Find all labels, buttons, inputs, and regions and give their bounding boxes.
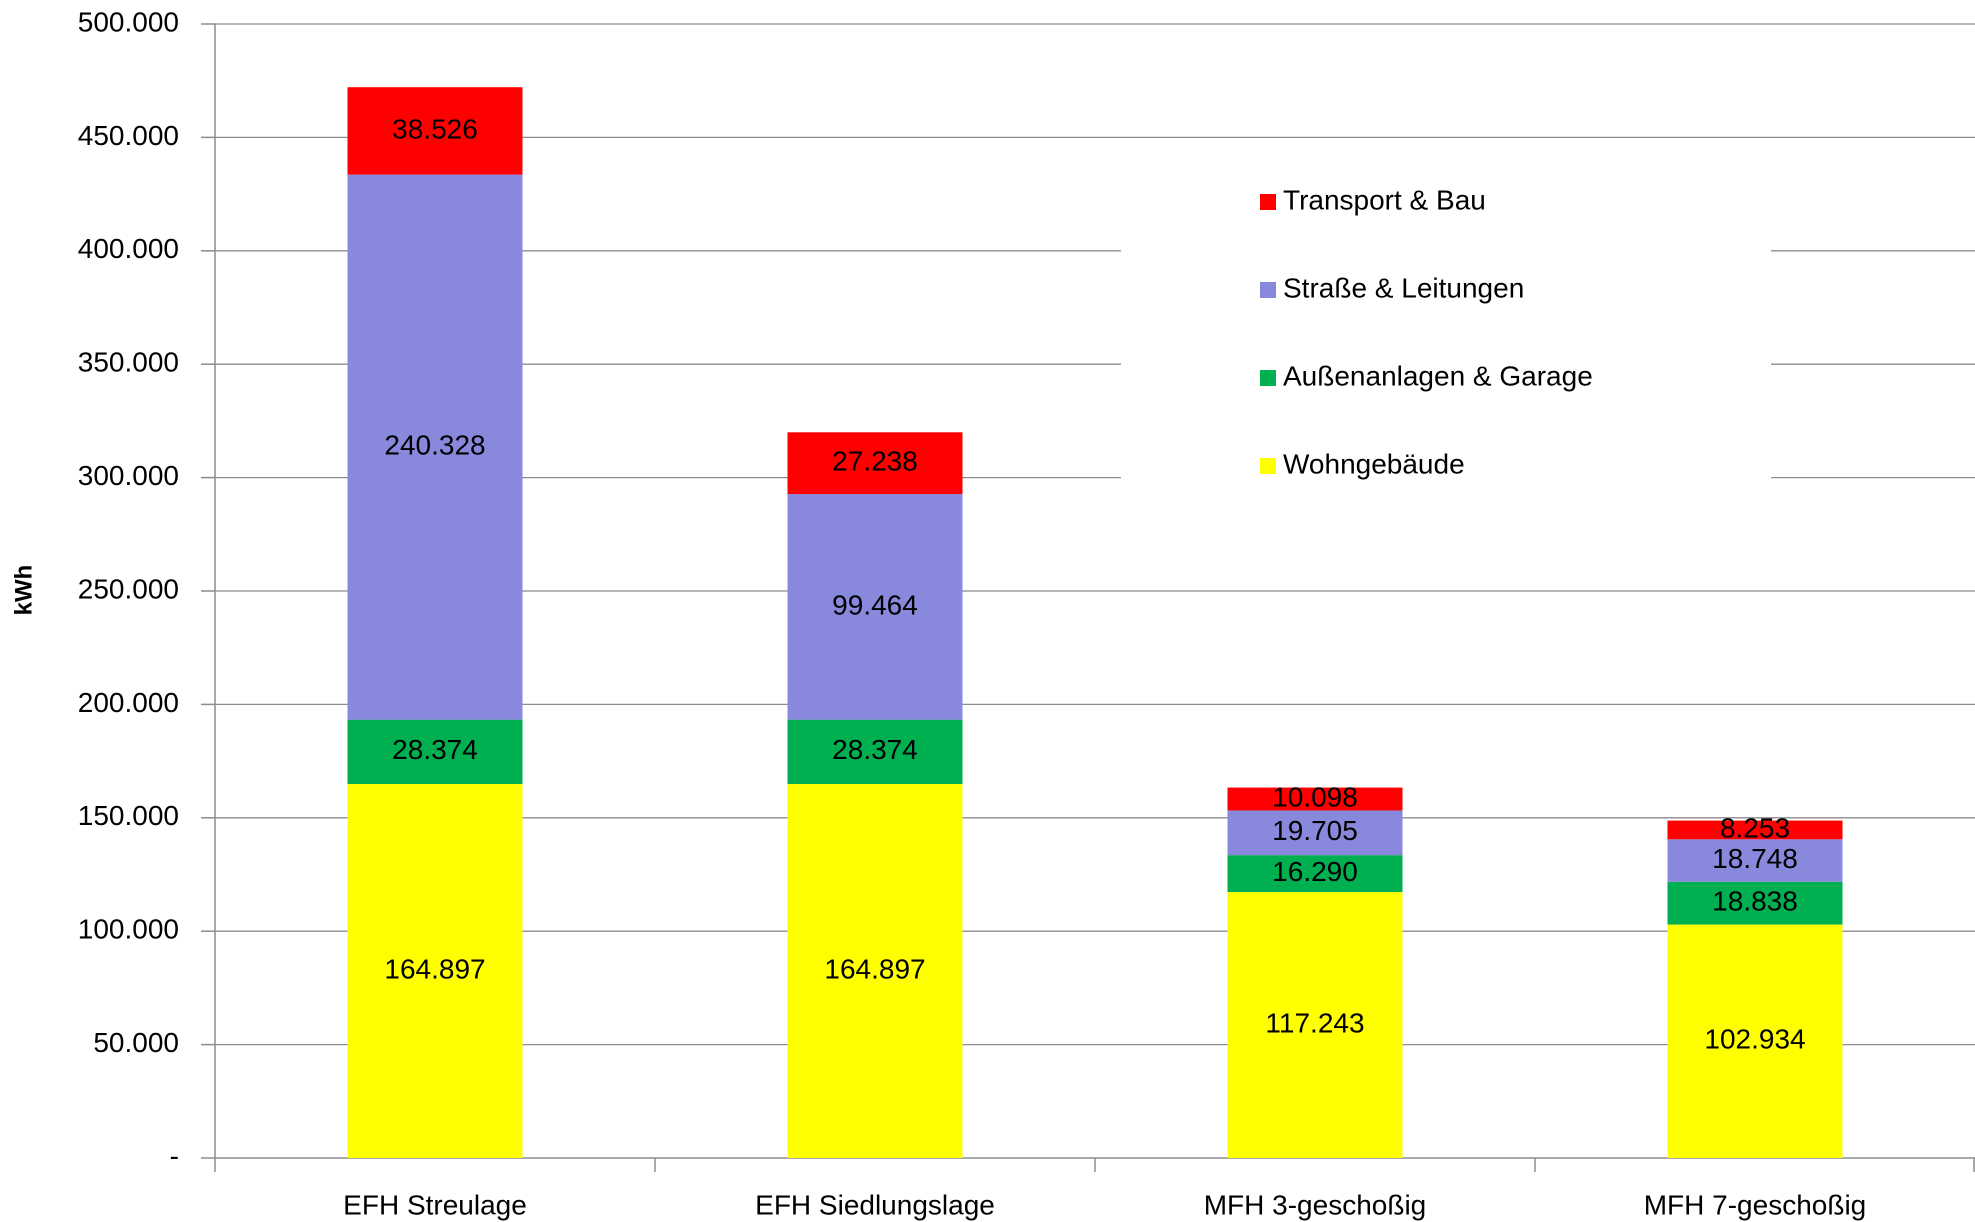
data-label: 27.238 (832, 446, 918, 477)
bar-segment (1667, 820, 1843, 840)
bar-segment (787, 784, 963, 1158)
y-tick-label: 500.000 (78, 6, 179, 37)
data-label: 10.098 (1272, 781, 1358, 812)
data-label: 19.705 (1272, 815, 1358, 846)
y-tick-label: 400.000 (78, 233, 179, 264)
data-label: 8.253 (1720, 812, 1790, 843)
y-tick-label: - (170, 1140, 179, 1171)
bar-segment (347, 87, 523, 175)
x-tick-label: EFH Streulage (343, 1189, 527, 1220)
legend-label: Straße & Leitungen (1283, 272, 1524, 303)
legend-marker (1260, 458, 1276, 474)
legend-box (1121, 160, 1771, 480)
legend-marker (1260, 282, 1276, 298)
y-tick-label: 100.000 (78, 914, 179, 945)
legend-label: Wohngebäude (1283, 448, 1465, 479)
legend-marker (1260, 370, 1276, 386)
bar-segment (1667, 839, 1843, 882)
data-label: 240.328 (384, 430, 485, 461)
data-label: 117.243 (1265, 1007, 1364, 1038)
bar-segment (347, 174, 523, 720)
bar-segment (1227, 855, 1403, 893)
y-tick-label: 50.000 (93, 1027, 179, 1058)
bar-segment (1227, 787, 1403, 811)
data-label: 28.374 (832, 734, 918, 765)
y-tick-label: 250.000 (78, 573, 179, 604)
bar-segment (347, 784, 523, 1158)
bar-segment (1667, 924, 1843, 1158)
data-label: 164.897 (384, 953, 485, 984)
data-label: 102.934 (1704, 1024, 1805, 1055)
bar-segment (347, 719, 523, 785)
y-tick-label: 150.000 (78, 800, 179, 831)
legend-marker (1260, 194, 1276, 210)
y-tick-label: 350.000 (78, 347, 179, 378)
bar-segment (1667, 881, 1843, 925)
x-tick-label: MFH 7-geschoßig (1644, 1189, 1867, 1220)
bar-segment (787, 494, 963, 720)
bar-segment (787, 719, 963, 785)
legend-label: Transport & Bau (1283, 184, 1486, 215)
x-tick-label: MFH 3-geschoßig (1204, 1189, 1427, 1220)
data-label: 18.838 (1712, 886, 1798, 917)
y-tick-label: 200.000 (78, 687, 179, 718)
y-tick-label: 450.000 (78, 120, 179, 151)
data-label: 16.290 (1272, 856, 1358, 887)
y-tick-label: 300.000 (78, 460, 179, 491)
legend-label: Außenanlagen & Garage (1283, 360, 1593, 391)
x-tick-label: EFH Siedlungslage (755, 1189, 995, 1220)
data-label: 164.897 (824, 953, 925, 984)
y-axis-label: kWh (10, 565, 37, 616)
bar-segment (1227, 892, 1403, 1158)
bar-segment (787, 432, 963, 495)
data-label: 99.464 (832, 589, 918, 620)
data-label: 38.526 (392, 113, 478, 144)
data-label: 18.748 (1712, 843, 1798, 874)
bar-segment (1227, 810, 1403, 856)
data-label: 28.374 (392, 734, 478, 765)
